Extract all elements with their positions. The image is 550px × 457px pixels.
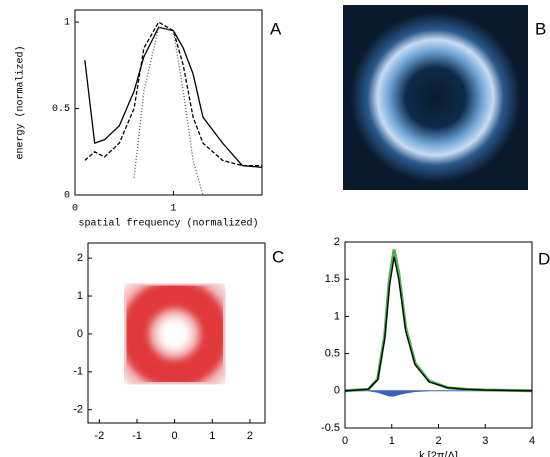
x-tick-label: 3 bbox=[482, 435, 488, 447]
ring-image bbox=[350, 12, 521, 183]
x-tick-label: 0 bbox=[342, 435, 348, 447]
y-tick-label: 1.5 bbox=[325, 273, 340, 285]
y-tick-label: -2 bbox=[73, 404, 83, 416]
x-tick-label: -1 bbox=[132, 430, 142, 442]
line bbox=[84, 26, 263, 168]
line bbox=[344, 249, 533, 393]
y-tick-label: 0 bbox=[77, 328, 83, 340]
x-tick-label: 0 bbox=[172, 430, 178, 442]
x-tick-label: 2 bbox=[247, 430, 253, 442]
y-tick-label: 1 bbox=[77, 290, 83, 302]
y-tick-label: -0.5 bbox=[321, 422, 340, 434]
panel-label: B bbox=[535, 19, 546, 38]
y-tick-label: 1 bbox=[64, 18, 70, 29]
plot-frame bbox=[74, 9, 263, 196]
x-axis-label: spatial frequency (normalized) bbox=[78, 218, 258, 230]
x-tick-label: 1 bbox=[389, 435, 395, 447]
x-tick-label: 1 bbox=[170, 204, 176, 215]
x-tick-label: 0 bbox=[72, 204, 78, 215]
x-axis-label: k [2π/Λ] bbox=[419, 450, 458, 457]
y-tick-label: 2 bbox=[77, 252, 83, 264]
x-tick-label: 4 bbox=[529, 435, 535, 447]
x-tick-label: 1 bbox=[209, 430, 215, 442]
panel-label: A bbox=[270, 19, 282, 38]
x-tick-label: 2 bbox=[435, 435, 441, 447]
panel-label: C bbox=[272, 247, 284, 266]
plot-frame bbox=[87, 242, 266, 424]
line bbox=[344, 256, 533, 392]
y-tick-label: 0.5 bbox=[325, 348, 340, 360]
plot-frame bbox=[344, 241, 533, 429]
panel-label: D bbox=[538, 249, 550, 268]
line bbox=[133, 26, 204, 196]
line bbox=[84, 21, 262, 167]
density-ring bbox=[119, 278, 230, 389]
y-tick-label: -1 bbox=[73, 366, 83, 378]
y-axis-label: energy (normalized) bbox=[15, 45, 27, 159]
y-tick-label: 2 bbox=[334, 236, 340, 248]
y-tick-label: 0 bbox=[334, 385, 340, 397]
x-tick-label: -2 bbox=[94, 430, 104, 442]
y-tick-label: 0.5 bbox=[52, 104, 70, 115]
y-tick-label: 1 bbox=[334, 310, 340, 322]
y-tick-label: 0 bbox=[64, 191, 70, 202]
